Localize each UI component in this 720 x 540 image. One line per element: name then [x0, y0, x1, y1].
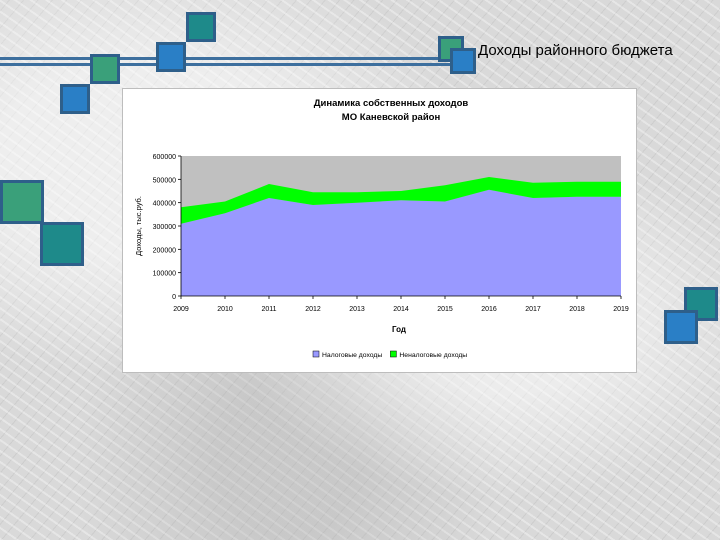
decor-square — [186, 12, 216, 42]
chart-panel: Динамика собственных доходов МО Каневской… — [122, 88, 637, 373]
decor-square — [0, 180, 44, 224]
y-axis-label: Доходы, тыс.руб. — [134, 196, 143, 256]
legend-label-1: Налоговые доходы — [322, 352, 382, 359]
x-axis-label: Год — [392, 325, 406, 334]
y-tick-label: 300000 — [153, 224, 176, 231]
y-tick-label: 0 — [172, 294, 176, 301]
series-area-2 — [181, 177, 621, 224]
y-tick-label: 500000 — [153, 177, 176, 184]
legend-swatch-1 — [312, 350, 320, 358]
decor-square — [90, 54, 120, 84]
decor-square — [60, 84, 90, 114]
x-tick-label: 2016 — [481, 306, 497, 313]
chart-title-line-2: МО Каневской район — [342, 112, 441, 123]
x-tick-label: 2015 — [437, 306, 453, 313]
y-tick-label: 600000 — [153, 154, 176, 161]
slide-title: Доходы районного бюджета — [478, 42, 673, 59]
y-tick-label: 100000 — [153, 271, 176, 278]
legend-swatch-2 — [390, 350, 397, 358]
decor-square — [664, 310, 698, 344]
x-tick-label: 2012 — [305, 306, 321, 313]
x-tick-label: 2013 — [349, 306, 365, 313]
area-chart: Динамика собственных доходов МО Каневской… — [134, 98, 629, 359]
x-tick-label: 2017 — [525, 306, 541, 313]
x-tick-label: 2009 — [173, 306, 189, 313]
x-tick-label: 2014 — [393, 306, 409, 313]
x-tick-label: 2018 — [569, 306, 585, 313]
decor-line-1 — [0, 57, 450, 60]
legend-label-2: Неналоговые доходы — [399, 352, 467, 359]
decor-square — [156, 42, 186, 72]
series-area-1 — [181, 189, 621, 296]
decor-line-2 — [0, 63, 450, 66]
chart-title-line-1: Динамика собственных доходов — [314, 98, 469, 109]
x-tick-label: 2011 — [261, 306, 276, 313]
x-tick-label: 2019 — [613, 306, 629, 313]
x-tick-label: 2010 — [217, 306, 233, 313]
decor-square — [40, 222, 84, 266]
y-tick-label: 400000 — [153, 201, 176, 208]
decor-square — [450, 48, 476, 74]
y-tick-label: 200000 — [153, 247, 176, 254]
